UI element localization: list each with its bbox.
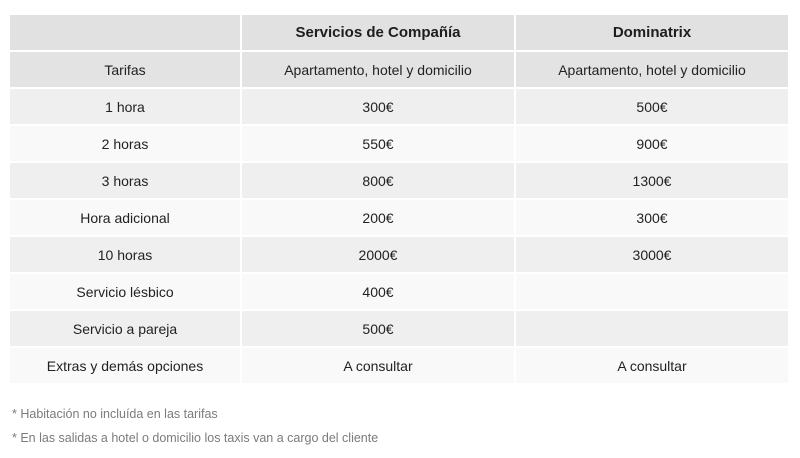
value-cell: Apartamento, hotel y domicilio xyxy=(242,52,514,87)
table-row: 10 horas 2000€ 3000€ xyxy=(10,237,788,272)
table-row: Servicio lésbico 400€ xyxy=(10,274,788,309)
header-cell-empty xyxy=(10,15,240,50)
header-cell-servicios-compania: Servicios de Compañía xyxy=(242,15,514,50)
value-cell: 3000€ xyxy=(516,237,788,272)
value-cell: 800€ xyxy=(242,163,514,198)
value-cell: Apartamento, hotel y domicilio xyxy=(516,52,788,87)
value-cell xyxy=(516,274,788,309)
row-label-cell: Servicio lésbico xyxy=(10,274,240,309)
table-row: Hora adicional 200€ 300€ xyxy=(10,200,788,235)
row-label-cell: Servicio a pareja xyxy=(10,311,240,346)
value-cell: 400€ xyxy=(242,274,514,309)
table-row: 2 horas 550€ 900€ xyxy=(10,126,788,161)
value-cell: 1300€ xyxy=(516,163,788,198)
value-cell: 200€ xyxy=(242,200,514,235)
header-row: Servicios de Compañía Dominatrix xyxy=(10,15,788,50)
value-cell: A consultar xyxy=(242,348,514,383)
table-row: Servicio a pareja 500€ xyxy=(10,311,788,346)
row-label-cell: 10 horas xyxy=(10,237,240,272)
footnote-taxis: * En las salidas a hotel o domicilio los… xyxy=(12,431,379,446)
footnotes: * Habitación no incluída en las tarifas … xyxy=(10,407,790,446)
value-cell: 900€ xyxy=(516,126,788,161)
value-cell: 500€ xyxy=(516,89,788,124)
table-row: 1 hora 300€ 500€ xyxy=(10,89,788,124)
footnote-habitacion: * Habitación no incluída en las tarifas xyxy=(12,407,218,421)
value-cell xyxy=(516,311,788,346)
value-cell: A consultar xyxy=(516,348,788,383)
row-label-cell: 2 horas xyxy=(10,126,240,161)
value-cell: 2000€ xyxy=(242,237,514,272)
table-row: 3 horas 800€ 1300€ xyxy=(10,163,788,198)
value-cell: 300€ xyxy=(242,89,514,124)
header-cell-dominatrix: Dominatrix xyxy=(516,15,788,50)
row-label-cell: 3 horas xyxy=(10,163,240,198)
value-cell: 300€ xyxy=(516,200,788,235)
table-row: Extras y demás opciones A consultar A cons… xyxy=(10,348,788,383)
row-label-cell: Extras y demás opciones xyxy=(10,348,240,383)
row-label-cell: Tarifas xyxy=(10,52,240,87)
row-label-cell: Hora adicional xyxy=(10,200,240,235)
value-cell: 550€ xyxy=(242,126,514,161)
value-cell: 500€ xyxy=(242,311,514,346)
row-label-cell: 1 hora xyxy=(10,89,240,124)
pricing-table: Servicios de Compañía Dominatrix Tarifas… xyxy=(8,13,790,385)
subheader-row: Tarifas Apartamento, hotel y domicilio Apa… xyxy=(10,52,788,87)
